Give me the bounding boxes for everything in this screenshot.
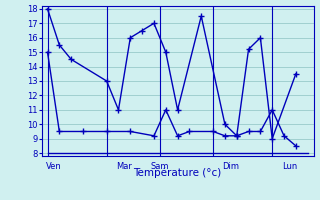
Text: Ven: Ven [45,162,61,171]
Text: Dim: Dim [222,162,239,171]
Text: Lun: Lun [282,162,298,171]
Text: Mar: Mar [116,162,132,171]
Text: Sam: Sam [151,162,169,171]
X-axis label: Température (°c): Température (°c) [133,167,222,178]
